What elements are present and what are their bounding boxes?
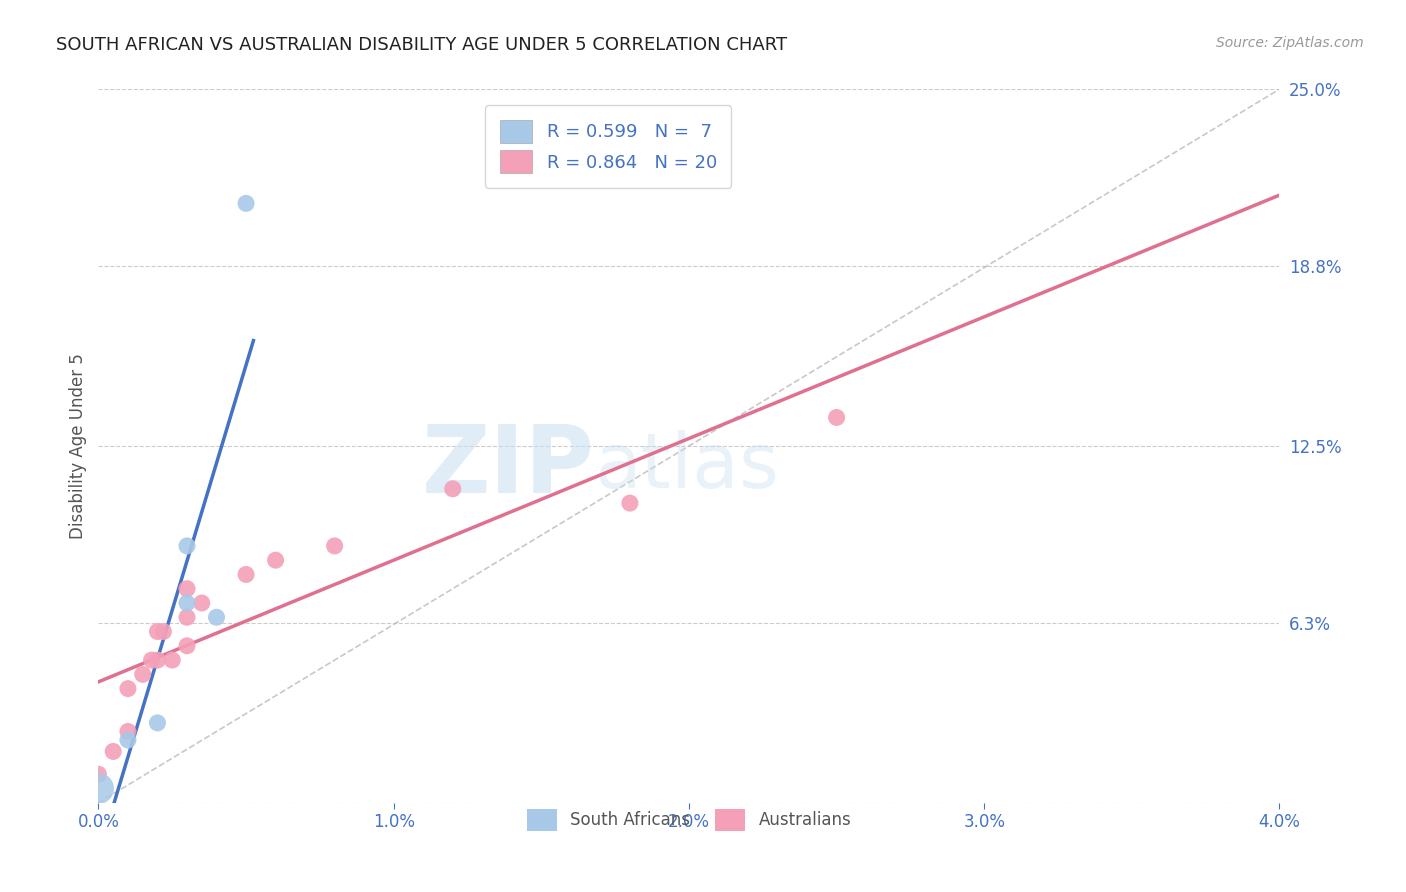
Point: [87, 767, 110, 781]
Legend: South Africans, Australians: South Africans, Australians: [520, 803, 858, 838]
Point: [176, 639, 198, 653]
Point: [117, 733, 139, 747]
Point: [117, 681, 139, 696]
Point: [152, 624, 174, 639]
Text: atlas: atlas: [595, 431, 779, 504]
Point: [141, 653, 163, 667]
Point: [103, 744, 125, 758]
Text: Source: ZipAtlas.com: Source: ZipAtlas.com: [1216, 36, 1364, 50]
Point: [176, 582, 198, 596]
Point: [235, 196, 257, 211]
Text: SOUTH AFRICAN VS AUSTRALIAN DISABILITY AGE UNDER 5 CORRELATION CHART: SOUTH AFRICAN VS AUSTRALIAN DISABILITY A…: [56, 36, 787, 54]
Point: [176, 610, 198, 624]
Point: [87, 781, 110, 796]
Point: [441, 482, 464, 496]
Point: [191, 596, 214, 610]
Point: [132, 667, 155, 681]
Point: [146, 715, 169, 730]
Point: [619, 496, 641, 510]
Point: [117, 724, 139, 739]
Point: [146, 653, 169, 667]
Point: [162, 653, 183, 667]
Point: [235, 567, 257, 582]
Point: [323, 539, 346, 553]
Point: [146, 624, 169, 639]
Point: [825, 410, 848, 425]
Point: [264, 553, 287, 567]
Y-axis label: Disability Age Under 5: Disability Age Under 5: [69, 353, 87, 539]
Text: ZIP: ZIP: [422, 421, 595, 514]
Point: [176, 596, 198, 610]
Point: [176, 539, 198, 553]
Point: [205, 610, 228, 624]
